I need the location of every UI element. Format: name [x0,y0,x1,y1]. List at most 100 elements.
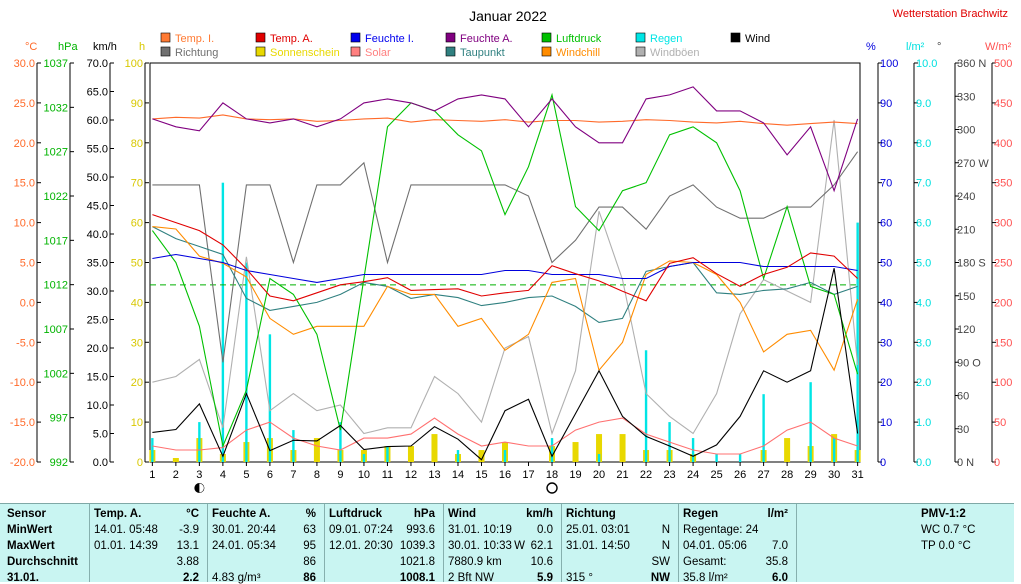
temp-axis-unit: °C [25,41,37,53]
avg-label: Durchschnitt [7,556,78,568]
wind-tick-label: 35.0 [87,258,108,270]
temp-avg-value: 3.88 [176,556,199,568]
temp-column: Temp. A. °C 14.01. 05:48 -3.9 01.01. 14:… [90,504,207,584]
humidity-tick-label: 10 [880,417,892,429]
legend-swatch [350,46,361,57]
wind-tick-label: 40.0 [87,229,108,241]
solar-tick-label: 150 [994,337,1012,349]
chart-title: Januar 2022 [469,8,547,24]
pressure-tick-label: 1022 [44,191,68,203]
direction-tick-label: 30 [957,424,969,436]
sunshine-tick-label: 0 [137,457,143,469]
wind-min-time: 31.01. 10:19 [448,524,512,536]
pressure-min-time: 09.01. 07:24 [329,524,393,536]
x-tick-label: 31 [852,469,864,481]
direction-min-value: N [661,524,670,536]
wind-tick-label: 20.0 [87,343,108,355]
rain-bar [832,438,836,462]
humidity-tick-label: 50 [880,258,892,270]
temp-tick-label: 5.0 [20,258,35,270]
direction-tick-label: 330 [957,91,975,103]
legend-label: Windchill [556,47,600,59]
wind-tick-label: 0.0 [93,457,108,469]
solar-tick-label: 450 [994,98,1012,110]
humidity-unit: % [305,508,316,520]
rain-total-value: 35.8 [765,556,788,568]
rain-bar [386,446,389,462]
solar-tick-label: 300 [994,218,1012,230]
legend-label: Richtung [175,47,218,59]
legend-swatch [445,32,456,43]
wind-distance: 7880.9 km [448,556,502,568]
pressure-tick-label: 1037 [44,58,68,70]
humidity-min-value: 63 [303,524,316,536]
rain-bar [245,262,248,462]
direction-tick-label: 210 [957,224,975,236]
legend-swatch [635,32,646,43]
pressure-tick-label: 1007 [44,324,68,336]
humidity-tick-label: 70 [880,178,892,190]
sensor-header: Sensor [7,508,46,520]
x-tick-label: 17 [522,469,534,481]
sunshine-tick-label: 100 [125,58,143,70]
pressure-column: Luftdruck hPa 09.01. 07:24 993.6 12.01. … [325,504,443,584]
rain-bar [292,430,295,462]
sunshine-bar [431,434,438,462]
direction-current-value: NW [650,572,670,584]
divider [561,504,562,582]
wind-tick-label: 25.0 [87,315,108,327]
pmv-dewpoint: TP 0.0 °C [921,540,971,552]
sunshine-tick-label: 10 [131,417,143,429]
direction-tick-label: 240 [957,191,975,203]
wind-tick-label: 60.0 [87,115,108,127]
humidity-absolute: 4.83 g/m³ [212,572,261,584]
humidity-tick-label: 0 [880,457,886,469]
x-tick-label: 19 [569,469,581,481]
sunshine-bar [313,438,320,462]
legend-swatch [635,46,646,57]
series-line-feuchte-a- [152,86,859,193]
sunshine-tick-label: 20 [131,377,143,389]
humidity-tick-label: 30 [880,337,892,349]
legend-label: Regen [650,33,682,45]
wind-max-value: 62.1 [530,540,553,552]
wind-tick-label: 45.0 [87,201,108,213]
humidity-header: Feuchte A. [212,508,271,520]
series-line-temp-i- [152,114,858,126]
wind-tick-label: 10.0 [87,400,108,412]
rain-bar [151,438,154,462]
humidity-max-time: 24.01. 05:34 [212,540,276,552]
x-tick-label: 2 [173,469,179,481]
rain-tick-label: 4.0 [916,297,931,309]
x-tick-label: 14 [452,469,464,481]
wind-tick-label: 55.0 [87,144,108,156]
legend-label: Windböen [650,47,700,59]
sunshine-bar [172,458,179,462]
x-tick-label: 7 [290,469,296,481]
rain-bar [715,454,718,462]
humidity-tick-label: 60 [880,218,892,230]
temp-unit: °C [186,508,199,520]
pressure-tick-label: 1012 [44,280,68,292]
rain-tick-label: 3.0 [916,337,931,349]
pressure-current-value: 1008.1 [399,572,435,584]
series-line-windb-en [152,119,859,436]
direction-tick-label: 300 [957,125,975,137]
pressure-tick-label: 992 [50,457,68,469]
sunshine-axis-unit: h [139,41,145,53]
rain-bar [221,182,225,462]
min-label: MinWert [7,524,53,536]
x-tick-label: 11 [382,469,393,481]
sunshine-tick-label: 80 [131,138,143,150]
temp-tick-label: -5.0 [16,337,35,349]
rain-bar [597,454,601,462]
wind-unit: km/h [526,508,553,520]
x-tick-label: 30 [828,469,840,481]
wind-column: Wind km/h 31.01. 10:19 0.0 30.01. 10:33 … [444,504,561,584]
rain-current-value: 6.0 [772,572,788,584]
sunshine-bar [407,446,414,462]
new-moon-icon [199,483,204,493]
x-tick-label: 4 [220,469,226,481]
x-tick-label: 18 [546,469,558,481]
divider [678,504,679,582]
